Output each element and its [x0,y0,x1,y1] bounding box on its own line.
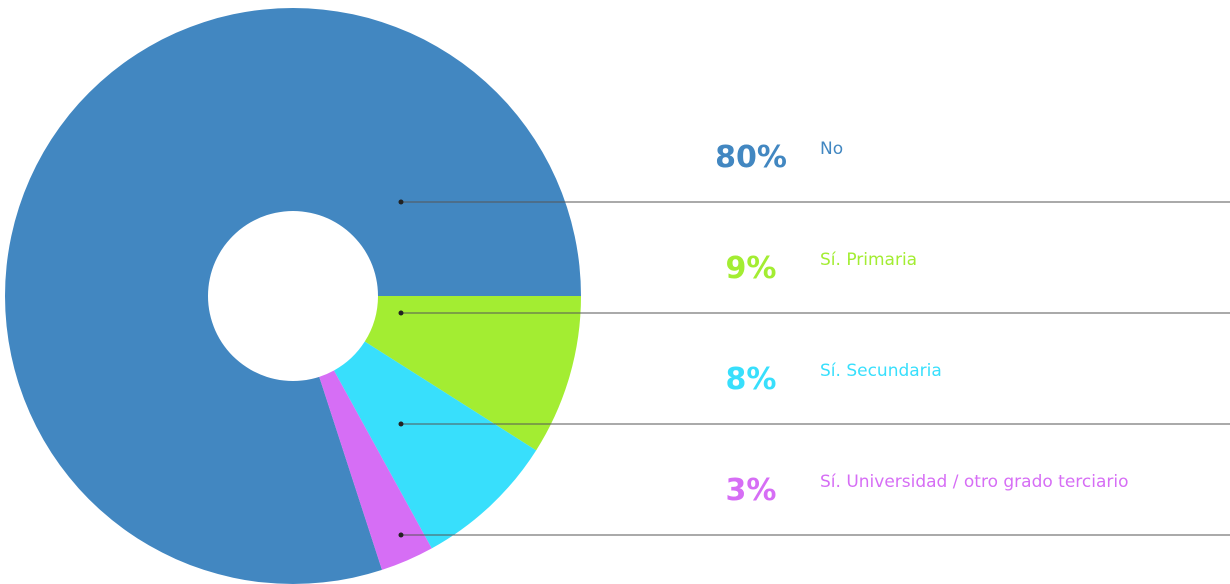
value-label: 80% [715,140,787,175]
donut-slice [364,296,581,451]
leader-dot [398,532,404,538]
donut-slice [333,341,537,549]
donut-slice [5,8,581,584]
donut-slice [319,370,432,570]
legend-label: Sí. Universidad / otro grado terciario [820,472,1129,492]
legend-label: Sí. Secundaria [820,361,942,381]
value-label: 9% [726,251,777,286]
legend-label: No [820,139,843,159]
leader-dot [398,199,404,205]
value-label: 3% [726,473,777,508]
leader-dot [398,310,404,316]
legend-label: Sí. Primaria [820,250,917,270]
value-label: 8% [726,362,777,397]
leader-dot [398,421,404,427]
